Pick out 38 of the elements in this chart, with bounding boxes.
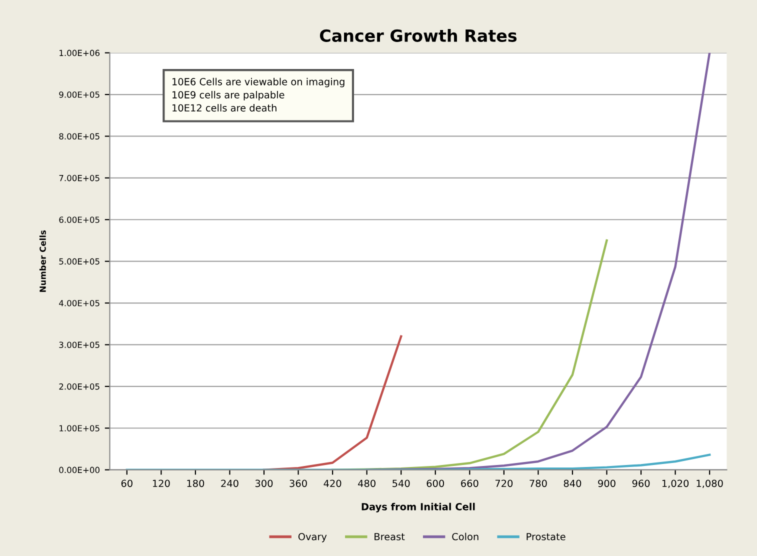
x-tick-label: 840 bbox=[564, 480, 582, 488]
x-tick-label: 480 bbox=[358, 480, 376, 488]
x-tick-label: 900 bbox=[598, 480, 616, 488]
y-tick-label: 5.00E+05 bbox=[59, 258, 100, 265]
y-axis-title: Number Cells bbox=[39, 230, 46, 292]
x-tick-label: 960 bbox=[632, 480, 650, 488]
y-tick-label: 8.00E+05 bbox=[59, 133, 100, 140]
y-tick-label: 9.00E+05 bbox=[59, 92, 100, 98]
x-tick-label: 360 bbox=[290, 480, 307, 488]
x-tick-label: 1,020 bbox=[662, 480, 689, 488]
legend-label: Colon bbox=[452, 532, 478, 540]
x-tick-label: 780 bbox=[530, 480, 547, 488]
x-tick-label: 660 bbox=[461, 480, 478, 488]
x-tick-label: 300 bbox=[255, 480, 273, 488]
legend-label: Ovary bbox=[298, 532, 327, 542]
x-tick-label: 60 bbox=[121, 480, 132, 488]
x-tick-label: 240 bbox=[221, 480, 238, 488]
y-tick-label: 4.00E+05 bbox=[59, 300, 100, 306]
chart-title: Cancer Growth Rates bbox=[320, 29, 517, 42]
y-tick-label: 3.00E+05 bbox=[59, 342, 100, 348]
x-tick-label: 1,080 bbox=[696, 480, 723, 488]
x-tick-label: 720 bbox=[495, 480, 513, 488]
y-tick-label: 6.00E+05 bbox=[59, 216, 100, 223]
x-tick-label: 540 bbox=[392, 480, 410, 488]
y-tick-label: 7.00E+05 bbox=[59, 174, 100, 182]
x-tick-label: 600 bbox=[426, 480, 444, 488]
y-tick-label: 2.00E+05 bbox=[59, 383, 100, 390]
legend-label: Breast bbox=[374, 533, 405, 540]
line-series bbox=[126, 454, 711, 470]
y-tick-label: 0.00E+00 bbox=[59, 466, 100, 474]
legend-label: Prostate bbox=[526, 533, 566, 540]
y-tick-label: 1.00E+05 bbox=[60, 425, 100, 432]
x-tick-label: 120 bbox=[152, 480, 170, 488]
x-tick-label: 420 bbox=[324, 480, 342, 488]
x-tick-label: 180 bbox=[187, 480, 204, 488]
y-tick-label: 1.00E+06 bbox=[60, 50, 100, 56]
x-axis-title: Days from Initial Cell bbox=[362, 502, 475, 512]
annotation: 10E6 Cells are viewable on imaging 10E9 cells are palpable 10E12 cells are death bbox=[172, 78, 344, 112]
